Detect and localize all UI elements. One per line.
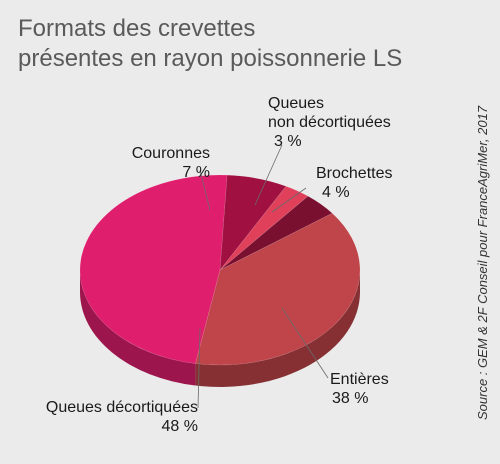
chart-title-line-1: Formats des crevettes bbox=[18, 15, 256, 42]
pie-slice-2 bbox=[195, 212, 361, 366]
leader-line-0 bbox=[254, 144, 283, 206]
pie-leader-lines bbox=[197, 144, 329, 409]
slice-value-0: 3 % bbox=[274, 133, 302, 150]
slice-value-2: 38 % bbox=[332, 390, 368, 407]
chart-title-line-2: présentes en rayon poissonnerie LS bbox=[18, 45, 403, 72]
slice-value-4: 7 % bbox=[182, 164, 210, 181]
leader-line-1 bbox=[271, 187, 307, 213]
leader-line-2 bbox=[281, 307, 329, 379]
pie-slice-0 bbox=[219, 185, 309, 271]
leader-line-3 bbox=[197, 327, 201, 409]
slice-value-1: 4 % bbox=[322, 184, 350, 201]
slice-label-1-line-0: Brochettes bbox=[316, 165, 392, 182]
pie-labels: Queues non décortiquées 3 % Brochettes 4 % En… bbox=[46, 95, 393, 435]
leader-line-4 bbox=[199, 169, 211, 211]
slice-label-4-line-0: Couronnes bbox=[132, 145, 210, 162]
source-text: Source : GEM & 2F Conseil pour FranceAgr… bbox=[475, 105, 490, 420]
pie-slice-3 bbox=[79, 174, 228, 364]
pie-side-3 bbox=[80, 270, 196, 386]
source-note: Source : GEM & 2F Conseil pour FranceAgr… bbox=[475, 105, 490, 420]
slice-label-0-line-1: non décortiquées bbox=[268, 114, 391, 131]
slice-label-2-line-0: Entières bbox=[330, 371, 389, 388]
pie-side-2 bbox=[195, 270, 360, 387]
pie-sides bbox=[80, 270, 360, 387]
pie-chart: Queues non décortiquées 3 % Brochettes 4 % En… bbox=[46, 95, 393, 435]
slice-label-0-line-0: Queues bbox=[268, 95, 324, 112]
pie-tops bbox=[79, 174, 361, 366]
pie-slice-1 bbox=[219, 195, 333, 271]
pie-slice-4 bbox=[219, 174, 287, 271]
chart-title: Formats des crevettes présentes en rayon… bbox=[18, 14, 458, 74]
slice-label-3-line-0: Queues décortiquées bbox=[46, 399, 198, 416]
slice-value-3: 48 % bbox=[162, 418, 198, 435]
